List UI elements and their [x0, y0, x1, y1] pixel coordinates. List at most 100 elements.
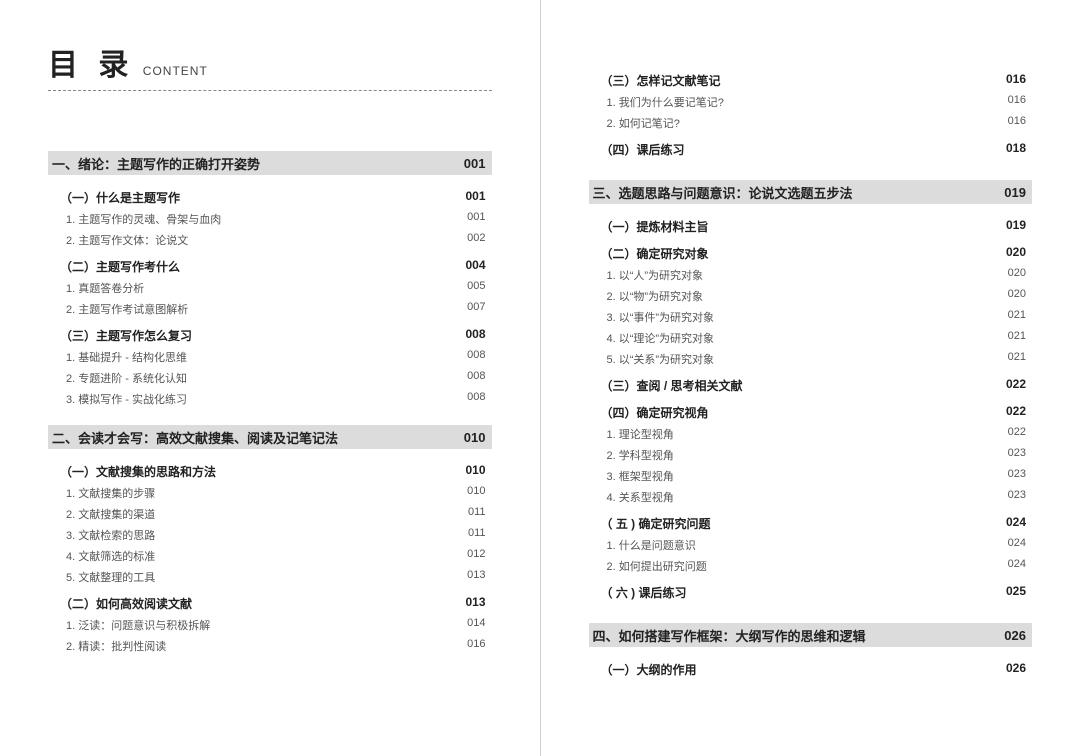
toc-item-page: 024	[1008, 537, 1026, 553]
toc-section: （一）大纲的作用 026	[589, 661, 1033, 678]
toc-item: 2. 学科型视角 023	[589, 447, 1033, 463]
toc-item-page: 012	[467, 548, 485, 564]
toc-section-title: （一）提炼材料主旨	[601, 218, 709, 235]
toc-item-page: 023	[1008, 489, 1026, 505]
toc-section-page: 022	[1006, 377, 1026, 394]
toc-item-title: 2. 文献搜集的渠道	[66, 506, 155, 522]
toc-section: （ 五 ) 确定研究问题024	[589, 515, 1033, 532]
toc-item: 1. 基础提升 - 结构化思维 008	[48, 349, 492, 365]
toc-section-title: （三）查阅 / 思考相关文献	[601, 377, 743, 394]
toc-item: 2. 主题写作文体：论说文002	[48, 232, 492, 248]
right-page: （三）怎样记文献笔记0161. 我们为什么要记笔记?0162. 如何记笔记?01…	[541, 0, 1080, 756]
toc-item: 2. 精读：批判性阅读 016	[48, 638, 492, 654]
toc-section-page: 004	[465, 258, 485, 275]
toc-item-title: 2. 如何提出研究问题	[607, 558, 707, 574]
toc-item-title: 1. 主题写作的灵魂、骨架与血肉	[66, 211, 221, 227]
toc-item-page: 023	[1008, 447, 1026, 463]
left-page: 目 录 CONTENT 一、绪论：主题写作的正确打开姿势001 （一）什么是主题写…	[0, 0, 541, 756]
toc-item: 1. 理论型视角 022	[589, 426, 1033, 442]
toc-title-underline	[48, 90, 492, 91]
toc-chapter-title: 二、会读才会写：高效文献搜集、阅读及记笔记法	[52, 428, 338, 447]
toc-item-title: 5. 文献整理的工具	[66, 569, 155, 585]
toc-title-main: 目 录	[48, 49, 134, 82]
toc-section: （三）怎样记文献笔记 016	[589, 72, 1033, 89]
toc-section-page: 013	[465, 595, 485, 612]
toc-item: 1. 我们为什么要记笔记? 016	[589, 94, 1033, 110]
toc-section-page: 008	[465, 327, 485, 344]
toc-item-page: 008	[467, 349, 485, 365]
toc-item: 3. 模拟写作 - 实战化练习008	[48, 391, 492, 407]
toc-section-title: （三）怎样记文献笔记	[601, 72, 721, 89]
toc-item-title: 2. 以“物”为研究对象	[607, 288, 704, 304]
toc-item-page: 016	[1008, 94, 1026, 110]
toc-item-page: 010	[467, 485, 485, 501]
toc-section: （二）如何高效阅读文献 013	[48, 595, 492, 612]
toc-section-title: （二）如何高效阅读文献	[60, 595, 192, 612]
toc-chapter-title: 三、选题思路与问题意识：论说文选题五步法	[593, 183, 853, 202]
toc-item-title: 1. 什么是问题意识	[607, 537, 696, 553]
toc-section-page: 016	[1006, 72, 1026, 89]
toc-item-title: 2. 主题写作文体：论说文	[66, 232, 188, 248]
toc-item-title: 1. 理论型视角	[607, 426, 674, 442]
toc-section-title: （一）大纲的作用	[601, 661, 697, 678]
toc-item: 2. 文献搜集的渠道011	[48, 506, 492, 522]
toc-chapter-page: 001	[464, 156, 486, 171]
toc-item-title: 2. 精读：批判性阅读	[66, 638, 166, 654]
toc-section-page: 022	[1006, 404, 1026, 421]
spacer	[48, 407, 492, 413]
toc-item-page: 021	[1008, 309, 1026, 325]
toc-item: 3. 以“事件”为研究对象021	[589, 309, 1033, 325]
toc-item-title: 2. 主题写作考试意图解析	[66, 301, 188, 317]
toc-chapter-page: 010	[464, 430, 486, 445]
toc-section: （一）什么是主题写作001	[48, 189, 492, 206]
toc-item-title: 2. 专题进阶 - 系统化认知	[66, 370, 187, 386]
toc-item-title: 4. 文献筛选的标准	[66, 548, 155, 564]
toc-header: 目 录 CONTENT	[48, 40, 492, 91]
toc-item-page: 021	[1008, 351, 1026, 367]
toc-item-title: 1. 文献搜集的步骤	[66, 485, 155, 501]
toc-chapter: 四、如何搭建写作框架：大纲写作的思维和逻辑 026	[589, 623, 1033, 647]
toc-item-title: 1. 泛读：问题意识与积极拆解	[66, 617, 210, 633]
toc-item-title: 4. 关系型视角	[607, 489, 674, 505]
toc-item-title: 1. 真题答卷分析	[66, 280, 144, 296]
toc-item-page: 023	[1008, 468, 1026, 484]
toc-item: 1. 泛读：问题意识与积极拆解014	[48, 617, 492, 633]
toc-section-title: （二）确定研究对象	[601, 245, 709, 262]
toc-item: 2. 如何记笔记?016	[589, 115, 1033, 131]
toc-item: 4. 文献筛选的标准 012	[48, 548, 492, 564]
toc-item: 1. 什么是问题意识 024	[589, 537, 1033, 553]
toc-section-title: （三）主题写作怎么复习	[60, 327, 192, 344]
toc-chapter: 三、选题思路与问题意识：论说文选题五步法019	[589, 180, 1033, 204]
toc-section-title: （一）文献搜集的思路和方法	[60, 463, 216, 480]
toc-item: 2. 以“物”为研究对象020	[589, 288, 1033, 304]
toc-item-title: 1. 我们为什么要记笔记?	[607, 94, 724, 110]
toc-chapter-page: 026	[1004, 628, 1026, 643]
spacer	[589, 162, 1033, 168]
toc-section-page: 025	[1006, 584, 1026, 601]
toc-item-title: 2. 学科型视角	[607, 447, 674, 463]
toc-section-page: 026	[1006, 661, 1026, 678]
toc-chapter: 二、会读才会写：高效文献搜集、阅读及记笔记法 010	[48, 425, 492, 449]
toc-section-page: 001	[465, 189, 485, 206]
spacer	[589, 605, 1033, 611]
toc-item-page: 022	[1008, 426, 1026, 442]
toc-section: （ 六 ) 课后练习025	[589, 584, 1033, 601]
toc-chapter-title: 四、如何搭建写作框架：大纲写作的思维和逻辑	[593, 626, 866, 645]
right-content: （三）怎样记文献笔记0161. 我们为什么要记笔记?0162. 如何记笔记?01…	[589, 72, 1033, 678]
toc-item: 4. 以“理论”为研究对象021	[589, 330, 1033, 346]
toc-item-page: 020	[1008, 267, 1026, 283]
toc-item-title: 2. 如何记笔记?	[607, 115, 680, 131]
toc-item-page: 001	[467, 211, 485, 227]
toc-item: 1. 文献搜集的步骤 010	[48, 485, 492, 501]
toc-item-page: 024	[1008, 558, 1026, 574]
toc-chapter: 一、绪论：主题写作的正确打开姿势001	[48, 151, 492, 175]
toc-item-page: 016	[467, 638, 485, 654]
toc-item: 2. 如何提出研究问题 024	[589, 558, 1033, 574]
toc-section-page: 018	[1006, 141, 1026, 158]
toc-section-title: （四）课后练习	[601, 141, 685, 158]
toc-item-title: 1. 基础提升 - 结构化思维	[66, 349, 187, 365]
toc-section-title: （二）主题写作考什么	[60, 258, 180, 275]
toc-item-page: 007	[467, 301, 485, 317]
toc-item: 1. 真题答卷分析005	[48, 280, 492, 296]
toc-section-page: 019	[1006, 218, 1026, 235]
